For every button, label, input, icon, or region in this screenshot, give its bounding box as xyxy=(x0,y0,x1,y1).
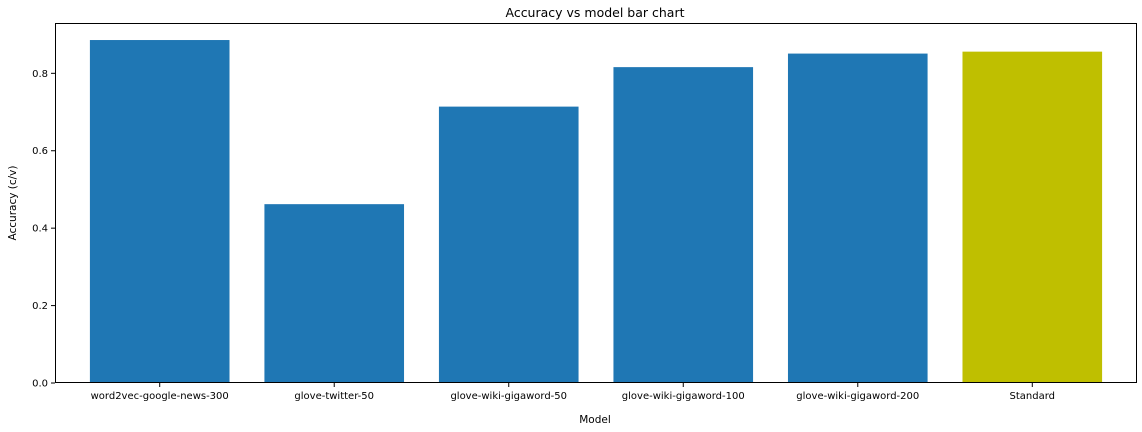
y-ticks-group: 0.0 0.2 0.4 0.6 0.8 xyxy=(32,69,55,390)
bar-glove-wiki-gigaword-50 xyxy=(438,106,579,383)
y-tick-label: 0.6 xyxy=(32,146,48,157)
y-tick-label: 0.8 xyxy=(32,69,48,80)
y-axis-label: Accuracy (c/v) xyxy=(7,166,19,241)
x-ticks-group: word2vec-google-news-300 glove-twitter-50… xyxy=(91,383,1055,402)
bar-glove-twitter-50 xyxy=(264,204,405,383)
bar-glove-wiki-gigaword-200 xyxy=(787,53,928,383)
x-tick-label: glove-wiki-gigaword-200 xyxy=(796,391,919,402)
y-tick-label: 0.0 xyxy=(32,379,48,390)
chart-title: Accuracy vs model bar chart xyxy=(505,5,684,20)
y-tick-label: 0.2 xyxy=(32,301,48,312)
bar-glove-wiki-gigaword-100 xyxy=(613,67,754,384)
bar-word2vec-google-news-300 xyxy=(89,40,230,383)
x-tick-label: Standard xyxy=(1010,391,1056,402)
x-tick-label: glove-twitter-50 xyxy=(294,391,374,402)
y-tick-label: 0.4 xyxy=(32,224,48,235)
x-tick-label: glove-wiki-gigaword-100 xyxy=(622,391,745,402)
x-tick-label: glove-wiki-gigaword-50 xyxy=(450,391,567,402)
bar-standard xyxy=(962,51,1103,383)
plot-frame xyxy=(55,23,1137,383)
bars-group xyxy=(89,40,1103,384)
x-axis-label: Model xyxy=(579,414,611,426)
x-tick-label: word2vec-google-news-300 xyxy=(91,391,229,402)
